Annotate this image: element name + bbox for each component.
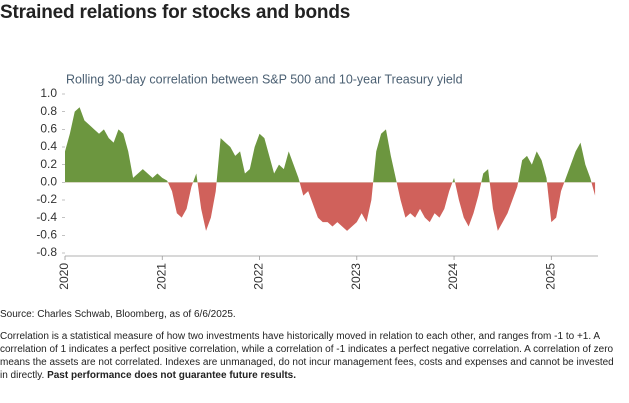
- x-tick-label: 2025: [543, 263, 557, 290]
- y-tick-label: -0.2: [36, 192, 57, 206]
- y-tick-label: 1.0: [40, 86, 57, 100]
- x-tick-label: 2021: [154, 263, 168, 290]
- x-tick-label: 2022: [252, 263, 266, 290]
- y-tick-label: 0.8: [40, 104, 57, 118]
- area-positive: [65, 107, 596, 183]
- y-tick-label: -0.6: [36, 228, 57, 242]
- title: Strained relations for stocks and bonds: [0, 2, 351, 23]
- y-tick-label: 0.0: [40, 175, 57, 189]
- y-tick-label: -0.8: [36, 245, 57, 259]
- area-negative: [167, 182, 596, 231]
- subtitle: Rolling 30-day correlation between S&P 5…: [66, 72, 463, 86]
- y-tick-label: 0.4: [40, 139, 57, 153]
- y-tick-label: 0.2: [40, 157, 57, 171]
- note-bold: Past performance does not guarantee futu…: [47, 370, 297, 381]
- x-tick-label: 2020: [57, 263, 71, 290]
- x-tick-label: 2023: [349, 263, 363, 290]
- x-tick-label: 2024: [446, 263, 460, 290]
- y-tick-label: 0.6: [40, 122, 57, 136]
- note: Correlation is a statistical measure of …: [0, 330, 620, 382]
- y-tick-label: -0.4: [36, 210, 57, 224]
- note-text: Correlation is a statistical measure of …: [0, 331, 614, 381]
- chart: Rolling 30-day correlation between S&P 5…: [36, 72, 598, 290]
- source: Source: Charles Schwab, Bloomberg, as of…: [0, 309, 236, 320]
